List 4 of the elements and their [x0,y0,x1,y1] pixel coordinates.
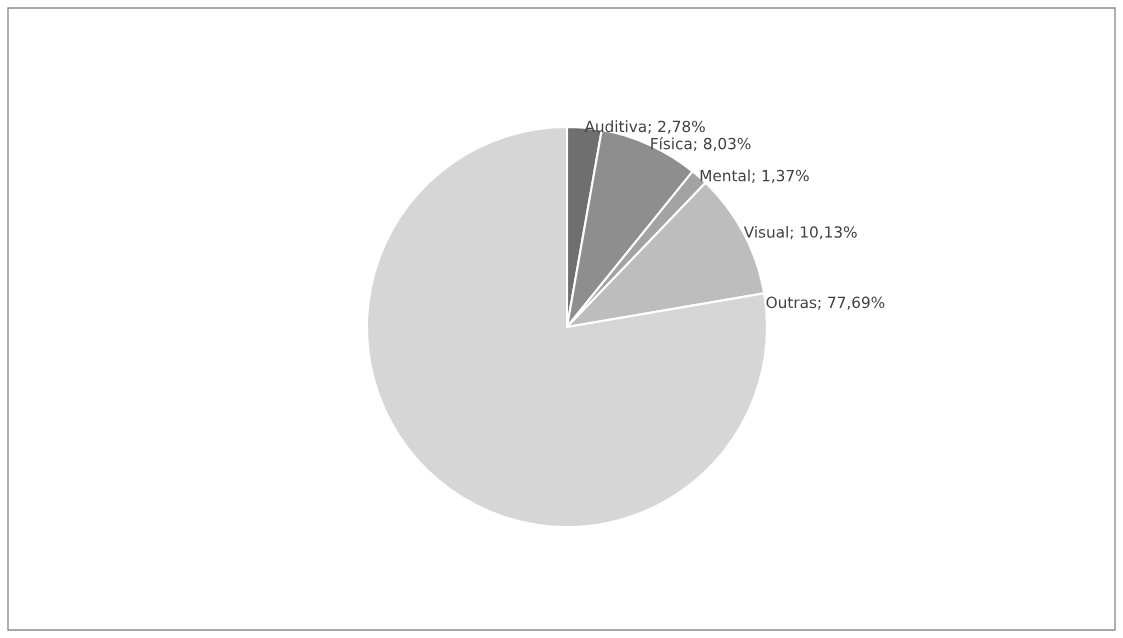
slice-label: Visual; 10,13% [743,225,857,240]
slice-label: Física; 8,03% [651,136,751,151]
slice-label: Mental; 1,37% [700,169,809,183]
slice-label: Outras; 77,69% [766,296,885,310]
